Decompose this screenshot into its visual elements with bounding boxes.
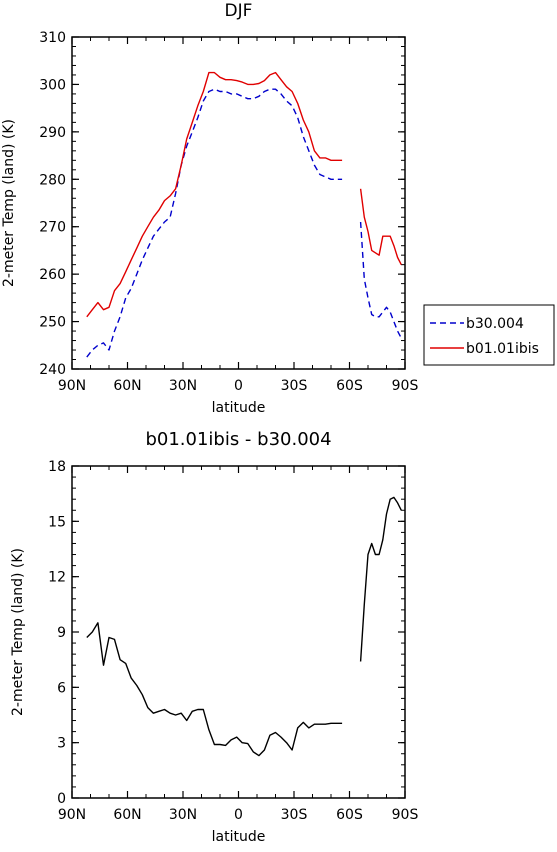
x-tick-label: 0 (234, 807, 243, 823)
chart-panel-2: b01.01ibis - b30.004 90N 60N 30N 0 30S 60S 90S 0… (10, 429, 418, 845)
y-tick-label: 260 (39, 267, 66, 283)
x-tick-label: 60S (336, 378, 363, 394)
series-line-b30-004-segment-2 (359, 221, 402, 339)
series-line-b01-01ibis-segment-1 (86, 71, 343, 318)
legend-box (423, 304, 555, 366)
y-tick-label: 280 (39, 172, 66, 188)
x-tick-label: 30S (281, 807, 308, 823)
x-tick-label: 60N (113, 807, 141, 823)
x-axis-label: latitude (212, 829, 266, 845)
x-tick-label: 90N (58, 807, 86, 823)
series-line-difference-segment-2 (359, 496, 402, 662)
y-tick-label: 310 (39, 30, 66, 46)
y-tick-label: 15 (48, 514, 66, 530)
x-tick-label: 30S (281, 378, 308, 394)
chart-panel-1: DJF 90N 60N 30N 0 30S 60S 90S 240 250 260 270 280 290… (1, 1, 555, 416)
y-tick-label: 9 (57, 625, 66, 641)
y-tick-label: 270 (39, 220, 66, 236)
legend-entry-label: b30.004 (466, 316, 524, 332)
x-tick-label: 30N (169, 807, 197, 823)
legend-entry-label: b01.01ibis (466, 341, 539, 357)
x-tick-label: 60S (336, 807, 363, 823)
legend: b30.004 b01.01ibis (423, 304, 555, 366)
x-tick-label: 0 (234, 378, 243, 394)
chart-title: DJF (225, 1, 253, 21)
y-axis-label: 2-meter Temp (land) (K) (1, 119, 17, 287)
y-tick-label: 290 (39, 125, 66, 141)
y-tick-label: 18 (48, 459, 66, 475)
chart-title: b01.01ibis - b30.004 (145, 429, 331, 450)
x-tick-label: 90S (392, 807, 419, 823)
x-tick-label: 90S (392, 378, 419, 394)
y-axis-label: 2-meter Temp (land) (K) (10, 548, 26, 716)
x-tick-label: 60N (113, 378, 141, 394)
x-tick-label: 90N (58, 378, 86, 394)
series-line-b30-004-segment-1 (86, 88, 343, 358)
y-tick-label: 3 (57, 736, 66, 752)
y-tick-label: 250 (39, 315, 66, 331)
plot-frame (71, 36, 406, 370)
y-tick-label: 12 (48, 570, 66, 586)
y-tick-label: 300 (39, 77, 66, 93)
plot-frame (71, 465, 406, 799)
y-tick-label: 6 (57, 680, 66, 696)
y-tick-label: 0 (57, 791, 66, 807)
series-line-difference-segment-1 (86, 622, 343, 757)
series-line-b01-01ibis-segment-2 (359, 188, 402, 266)
y-tick-label: 240 (39, 362, 66, 378)
x-tick-label: 30N (169, 378, 197, 394)
x-axis-label: latitude (212, 400, 266, 416)
